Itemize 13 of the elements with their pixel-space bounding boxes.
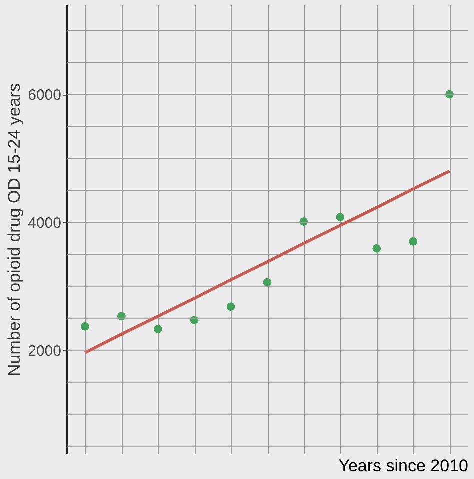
point xyxy=(409,237,418,246)
y-tick-label: 4000 xyxy=(28,214,62,232)
y-tick-label: 6000 xyxy=(28,87,62,104)
point xyxy=(81,322,90,331)
y-axis-title: Number of opioid drug OD 15-24 years xyxy=(5,84,24,376)
point xyxy=(263,278,272,287)
y-tick-label: 2000 xyxy=(28,342,62,360)
point xyxy=(336,213,345,222)
point xyxy=(372,244,382,253)
line-series xyxy=(84,170,452,354)
point xyxy=(226,302,236,312)
point xyxy=(154,325,162,334)
x-axis-title: Years since 2010 xyxy=(338,456,468,476)
